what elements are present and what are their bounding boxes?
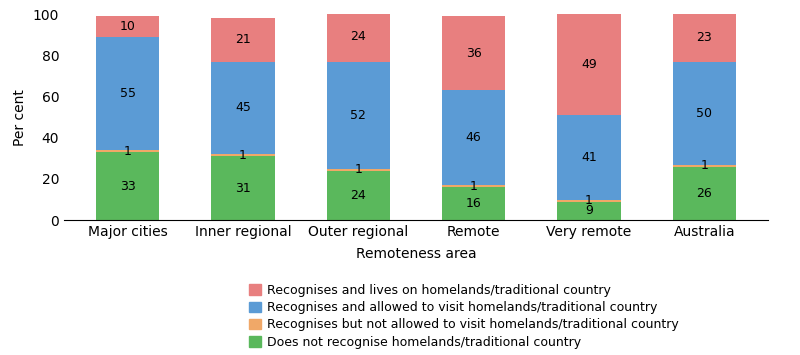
Text: 36: 36 bbox=[466, 47, 482, 60]
Text: 31: 31 bbox=[235, 182, 251, 195]
Text: 21: 21 bbox=[235, 33, 251, 47]
Bar bbox=[673, 164, 736, 166]
Bar bbox=[558, 200, 621, 202]
Text: 41: 41 bbox=[581, 151, 597, 164]
Text: 55: 55 bbox=[120, 87, 136, 100]
Text: 1: 1 bbox=[124, 144, 132, 158]
X-axis label: Remoteness area: Remoteness area bbox=[356, 247, 476, 261]
Bar bbox=[326, 61, 390, 169]
Bar bbox=[673, 61, 736, 164]
Text: 1: 1 bbox=[354, 163, 362, 176]
Text: 24: 24 bbox=[350, 189, 366, 202]
Bar bbox=[326, 169, 390, 171]
Bar bbox=[96, 152, 159, 220]
Bar bbox=[442, 16, 506, 91]
Bar bbox=[96, 16, 159, 37]
Text: 9: 9 bbox=[585, 204, 593, 217]
Bar bbox=[442, 185, 506, 187]
Text: 52: 52 bbox=[350, 109, 366, 122]
Text: 50: 50 bbox=[696, 106, 712, 120]
Legend: Recognises and lives on homelands/traditional country, Recognises and allowed to: Recognises and lives on homelands/tradit… bbox=[249, 284, 679, 349]
Text: 49: 49 bbox=[581, 58, 597, 71]
Bar bbox=[673, 166, 736, 220]
Text: 10: 10 bbox=[120, 20, 136, 33]
Bar bbox=[442, 91, 506, 185]
Bar bbox=[558, 115, 621, 200]
Bar bbox=[96, 37, 159, 150]
Bar bbox=[673, 14, 736, 61]
Text: 1: 1 bbox=[585, 194, 593, 207]
Text: 23: 23 bbox=[697, 31, 712, 44]
Text: 1: 1 bbox=[470, 180, 478, 193]
Bar bbox=[211, 18, 274, 61]
Text: 24: 24 bbox=[350, 30, 366, 43]
Text: 1: 1 bbox=[239, 149, 247, 162]
Text: 1: 1 bbox=[700, 159, 708, 172]
Text: 46: 46 bbox=[466, 131, 482, 144]
Bar bbox=[326, 171, 390, 220]
Bar bbox=[211, 156, 274, 220]
Text: 26: 26 bbox=[697, 187, 712, 200]
Text: 45: 45 bbox=[235, 102, 251, 114]
Bar bbox=[558, 202, 621, 220]
Bar bbox=[442, 187, 506, 220]
Bar bbox=[96, 150, 159, 152]
Text: 33: 33 bbox=[120, 180, 135, 193]
Bar bbox=[558, 14, 621, 115]
Y-axis label: Per cent: Per cent bbox=[14, 89, 27, 146]
Bar bbox=[326, 12, 390, 61]
Bar bbox=[211, 61, 274, 154]
Bar bbox=[211, 154, 274, 156]
Text: 16: 16 bbox=[466, 197, 482, 210]
